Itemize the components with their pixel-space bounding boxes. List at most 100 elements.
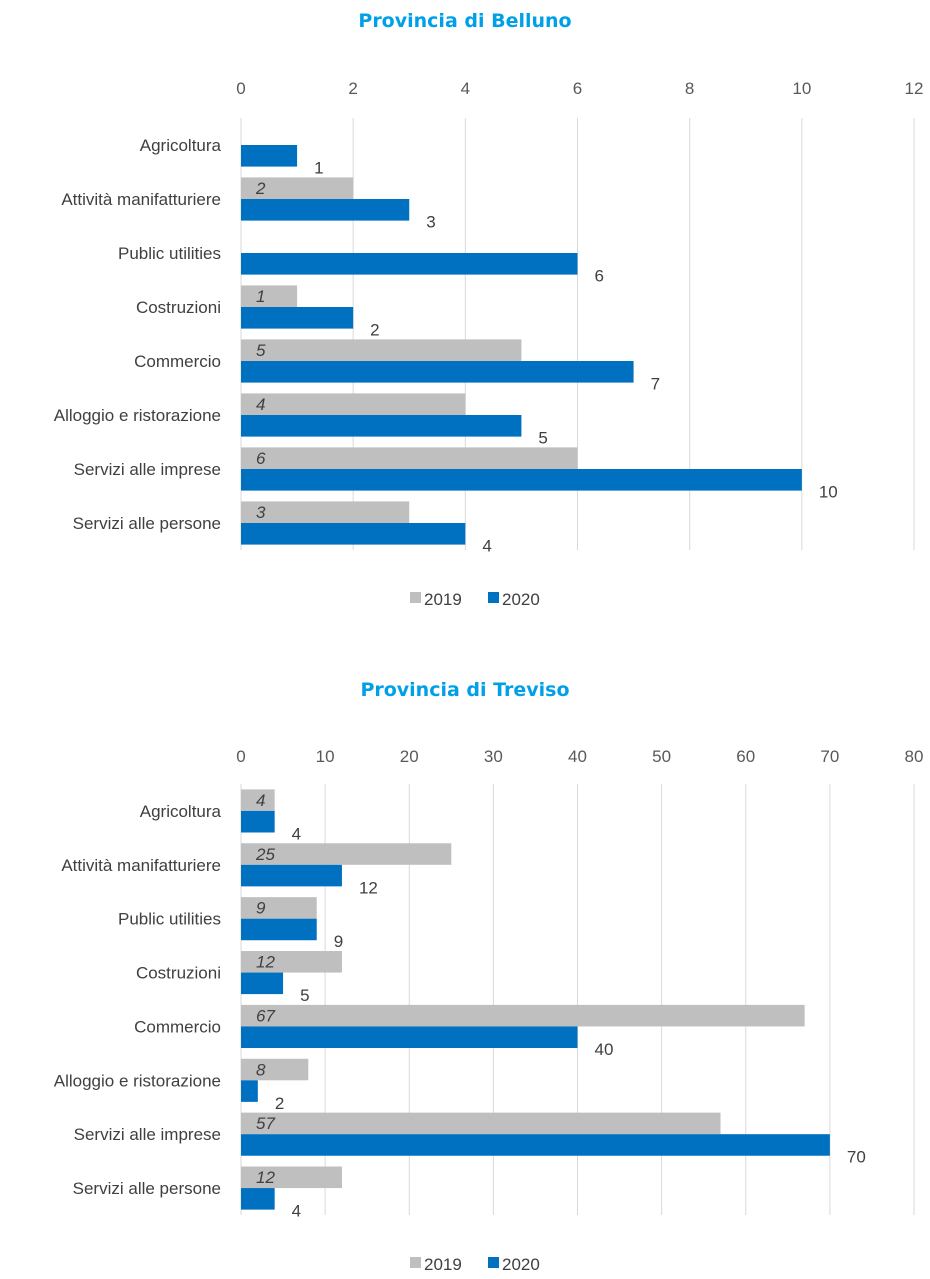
category-label: Servizi alle imprese xyxy=(74,460,221,479)
tick-label: 4 xyxy=(461,79,470,98)
data-label-2019: 57 xyxy=(256,1114,275,1133)
category-label: Alloggio e ristorazione xyxy=(54,1071,221,1090)
tick-label: 50 xyxy=(652,747,671,766)
data-label-2019: 6 xyxy=(256,449,266,468)
data-label-2020: 5 xyxy=(538,429,547,448)
bar-2020 xyxy=(241,361,634,383)
bar-2020 xyxy=(241,145,298,167)
legend-swatch-2020 xyxy=(488,592,499,603)
bar-2019 xyxy=(241,501,410,523)
bar-2020 xyxy=(241,415,522,437)
data-label-2020: 5 xyxy=(300,986,309,1005)
bar-2020 xyxy=(241,1188,275,1210)
category-label: Costruzioni xyxy=(136,964,221,983)
chart-title: Provincia di Treviso xyxy=(360,679,569,701)
bar-2020 xyxy=(241,469,802,491)
tick-label: 40 xyxy=(568,747,587,766)
legend: 2019 2020 xyxy=(410,590,540,609)
data-label-2019: 5 xyxy=(256,341,266,360)
data-label-2020: 70 xyxy=(847,1148,866,1167)
tick-label: 70 xyxy=(820,747,839,766)
data-label-2020: 4 xyxy=(292,1202,301,1221)
bar-2020 xyxy=(241,199,410,221)
bar-2019 xyxy=(241,339,522,361)
data-label-2020: 2 xyxy=(275,1094,284,1113)
tick-label: 0 xyxy=(236,747,245,766)
tick-label: 6 xyxy=(573,79,582,98)
tick-label: 0 xyxy=(236,79,245,98)
legend-label-2020: 2020 xyxy=(502,590,540,609)
bar-2020 xyxy=(241,1026,578,1048)
data-label-2020: 9 xyxy=(334,932,343,951)
category-label: Servizi alle persone xyxy=(73,1179,221,1198)
data-label-2020: 2 xyxy=(370,321,379,340)
bar-2020 xyxy=(241,307,354,329)
bar-2020 xyxy=(241,810,275,833)
data-label-2020: 10 xyxy=(819,483,838,502)
category-label: Alloggio e ristorazione xyxy=(54,406,221,425)
category-label: Attività manifatturiere xyxy=(61,856,221,875)
data-label-2019: 8 xyxy=(256,1060,266,1079)
data-label-2019: 12 xyxy=(256,1168,275,1187)
legend-label-2019: 2019 xyxy=(424,1255,462,1274)
data-label-2019: 1 xyxy=(256,287,265,306)
bar-2019 xyxy=(241,177,354,199)
tick-label: 10 xyxy=(316,747,335,766)
tick-label: 12 xyxy=(905,79,924,98)
data-label-2019: 4 xyxy=(256,791,265,810)
bar-2019 xyxy=(241,843,452,865)
bar-2019 xyxy=(241,1058,309,1081)
bar-2019 xyxy=(241,1166,342,1189)
data-label-2020: 3 xyxy=(426,213,435,232)
bar-2020 xyxy=(241,918,317,941)
category-label: Agricoltura xyxy=(140,136,222,155)
data-label-2020: 12 xyxy=(359,878,378,897)
category-label: Public utilities xyxy=(118,244,221,263)
data-label-2020: 40 xyxy=(595,1040,614,1059)
legend-label-2019: 2019 xyxy=(424,590,462,609)
data-label-2019: 3 xyxy=(256,503,266,522)
category-label: Servizi alle persone xyxy=(73,514,221,533)
category-label: Commercio xyxy=(134,352,221,371)
category-label: Costruzioni xyxy=(136,298,221,317)
bar-2019 xyxy=(241,951,342,973)
data-label-2020: 4 xyxy=(482,537,491,556)
bar-2020 xyxy=(241,1134,830,1156)
bar-2020 xyxy=(241,253,578,275)
chart-2: Provincia di Treviso 0 10 20 30 40 50 60 70 80 Agr… xyxy=(54,679,924,1274)
legend-label-2020: 2020 xyxy=(502,1255,540,1274)
tick-label: 2 xyxy=(348,79,357,98)
chart-title: Provincia di Belluno xyxy=(358,10,571,32)
data-label-2019: 12 xyxy=(256,953,275,972)
category-label: Servizi alle imprese xyxy=(74,1125,221,1144)
tick-label: 8 xyxy=(685,79,694,98)
legend-swatch-2019 xyxy=(410,1257,421,1268)
category-label: Attività manifatturiere xyxy=(61,190,221,209)
bar-2019 xyxy=(241,789,275,811)
category-label: Public utilities xyxy=(118,910,221,929)
data-label-2019: 9 xyxy=(256,899,266,918)
bar-2019 xyxy=(241,393,466,415)
legend-swatch-2019 xyxy=(410,592,421,603)
data-label-2019: 25 xyxy=(255,845,275,864)
tick-label: 80 xyxy=(905,747,924,766)
bar-2020 xyxy=(241,1080,258,1102)
tick-label: 60 xyxy=(736,747,755,766)
bar-2019 xyxy=(241,1112,721,1135)
data-label-2020: 4 xyxy=(292,824,301,843)
data-label-2019: 4 xyxy=(256,395,265,414)
tick-label: 10 xyxy=(792,79,811,98)
bar-2019 xyxy=(241,285,298,307)
bar-2019 xyxy=(241,897,317,919)
category-label: Agricoltura xyxy=(140,802,222,821)
bar-2020 xyxy=(241,972,284,995)
data-label-2020: 6 xyxy=(595,267,604,286)
data-label-2019: 2 xyxy=(255,179,266,198)
data-label-2020: 7 xyxy=(651,375,660,394)
data-label-2020: 1 xyxy=(314,159,323,178)
tick-label: 30 xyxy=(484,747,503,766)
category-label: Commercio xyxy=(134,1017,221,1036)
bar-2019 xyxy=(241,447,578,469)
